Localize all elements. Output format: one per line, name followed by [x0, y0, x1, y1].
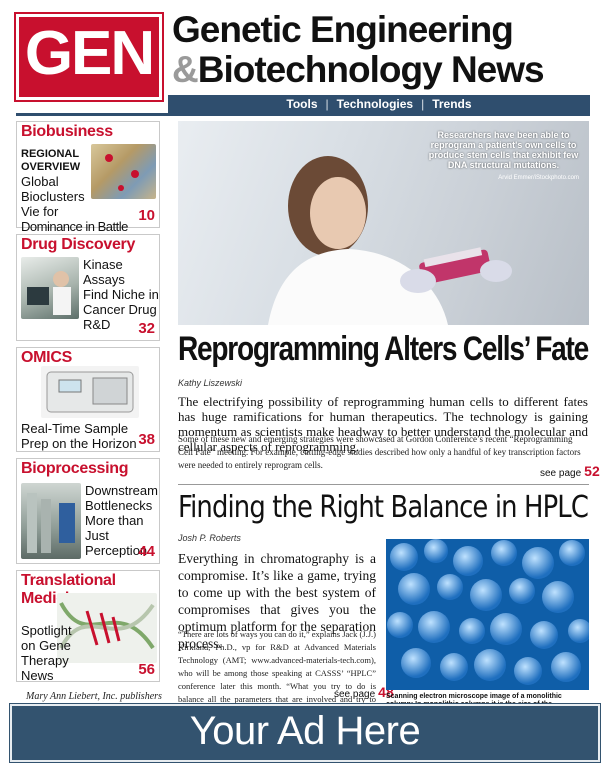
- sidebar-text: Kinase Assays Find Niche in Cancer Drug R&D: [83, 257, 159, 332]
- sidebar-page: 32: [138, 320, 155, 337]
- hero-image[interactable]: Researchers have been able to reprogram …: [178, 121, 589, 325]
- sidebar-title: Bioprocessing: [21, 460, 129, 477]
- sidebar-page: 38: [138, 431, 155, 448]
- story1-lead: The electrifying possibility of reprogra…: [178, 394, 588, 454]
- masthead-line1: Genetic Engineering: [172, 9, 514, 50]
- nav-technologies[interactable]: Technologies: [336, 97, 414, 111]
- sidebar-page: 56: [138, 661, 155, 678]
- sidebar-item-translational-medicine[interactable]: Translational Medicine Spotlight on Gene Th…: [16, 570, 160, 683]
- sidebar-page: 10: [138, 207, 155, 224]
- logo-text: GEN: [24, 19, 155, 88]
- bioprocess-plant-image: [21, 483, 81, 559]
- sidebar-item-biobusiness[interactable]: Biobusiness REGIONAL OVERVIEW Global Biocl…: [16, 121, 160, 249]
- nav-trends[interactable]: Trends: [432, 97, 472, 111]
- instrument-image: [41, 366, 139, 418]
- sidebar-text: Downstream Bottlenecks More than Just Perce…: [85, 483, 158, 558]
- header-rule: [16, 113, 590, 116]
- globe-map-image: [91, 144, 156, 199]
- sidebar-kicker: REGIONAL OVERVIEW: [21, 148, 81, 173]
- sidebar-text: Spotlight on Gene Therapy News: [21, 623, 72, 683]
- story1-byline: Kathy Liszewski: [178, 378, 243, 388]
- nav-tools[interactable]: Tools: [286, 97, 318, 111]
- sidebar-item-drug-discovery[interactable]: Drug Discovery Kinase Assays Find Niche i…: [16, 234, 160, 341]
- dna-helix-image: [57, 593, 157, 663]
- story-divider: [178, 484, 589, 485]
- hero-credit: Arvid Emmer/iStockphoto.com: [498, 175, 579, 181]
- ad-text: Your Ad Here: [189, 709, 421, 753]
- scientist-illustration: [268, 156, 512, 325]
- sem-micrograph-image[interactable]: [386, 539, 589, 690]
- story1-headline[interactable]: Reprogramming Alters Cells’ Fate: [178, 330, 589, 368]
- ad-banner[interactable]: Your Ad Here: [10, 704, 600, 762]
- masthead-line2-text: Biotechnology News: [197, 49, 545, 90]
- gen-logo[interactable]: GEN: [16, 14, 162, 100]
- hero-caption: Researchers have been able to reprogram …: [428, 130, 579, 170]
- lab-worker-image: [21, 257, 79, 319]
- story2-byline: Josh P. Roberts: [178, 533, 241, 543]
- sidebar-title: Biobusiness: [21, 123, 113, 140]
- masthead-line2: &Biotechnology News: [172, 49, 545, 90]
- sidebar-text: Global Bioclusters Vie for Dominance in Bat…: [21, 174, 128, 249]
- sidebar-text: Real-Time Sample Prep on the Horizon: [21, 421, 137, 451]
- story2-lead: Everything in chromatography is a compro…: [178, 551, 376, 651]
- story2-see-page[interactable]: see page 48: [334, 684, 394, 700]
- sidebar-title: OMICS: [21, 349, 72, 366]
- sidebar-page: 44: [138, 543, 155, 560]
- story2-headline[interactable]: Finding the Right Balance in HPLC: [178, 490, 589, 525]
- story1-see-page[interactable]: see page 52: [540, 463, 600, 479]
- section-nav: Tools | Technologies | Trends: [168, 95, 590, 114]
- publisher-imprint: Mary Ann Liebert, Inc. publishers: [26, 691, 162, 702]
- story1-body: Some of these new and emerging strategie…: [178, 434, 581, 470]
- sidebar-item-omics[interactable]: OMICS Real-Time Sample Prep on the Horizo…: [16, 347, 160, 452]
- sidebar-title: Drug Discovery: [21, 236, 136, 253]
- masthead-ampersand: &: [172, 49, 199, 90]
- sidebar-item-bioprocessing[interactable]: Bioprocessing Downstream Bottlenecks More …: [16, 458, 160, 564]
